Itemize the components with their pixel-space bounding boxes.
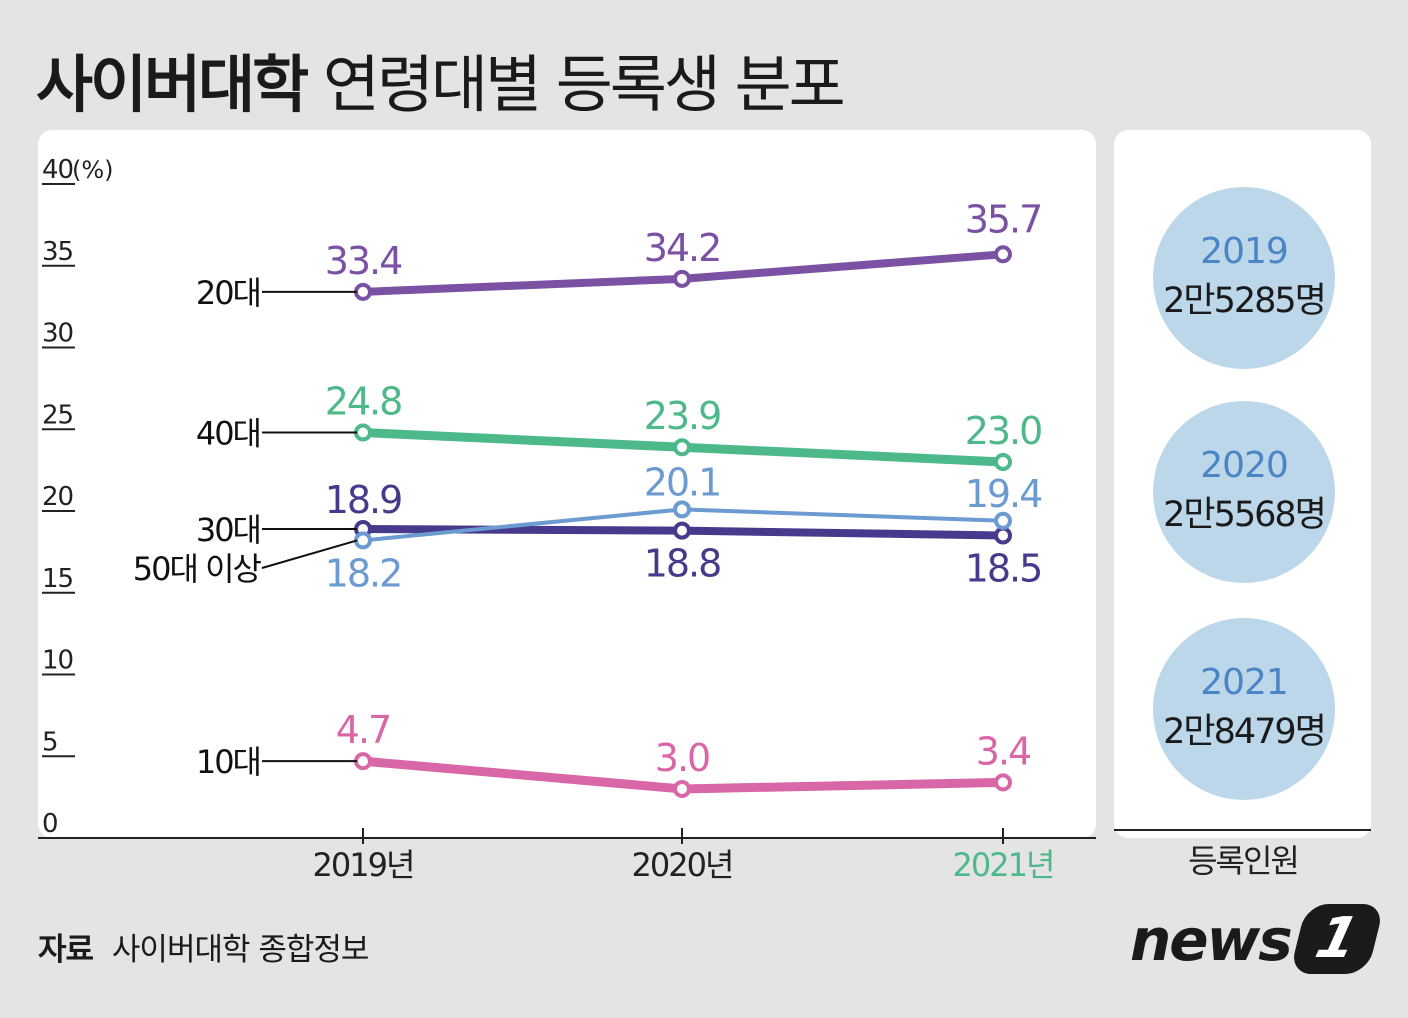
data-label: 18.5 [965,547,1042,591]
y-tick-label: 10 [42,646,73,676]
logo-mark: 1 [1289,904,1385,974]
series-name-label: 40대 [196,415,260,453]
data-point [673,269,691,288]
data-label: 23.9 [644,394,721,438]
data-point [994,526,1012,545]
bubble-count: 2만5568명 [1163,495,1327,535]
source-label: 자료 [38,932,94,968]
data-label: 20.1 [644,460,721,504]
y-axis-unit: (%) [72,156,114,184]
y-tick-label: 35 [42,237,73,267]
y-tick-label: 20 [42,482,73,512]
bubble-year: 2021 [1200,662,1289,703]
page-title: 사이버대학 연령대별 등록생 분포 [36,34,846,124]
data-label: 35.7 [965,197,1042,241]
x-tick-label: 2021년 [953,846,1054,884]
data-label: 24.8 [325,380,402,424]
series-name-label: 20대 [196,274,260,312]
data-point [354,423,372,442]
data-label: 23.0 [965,409,1042,453]
data-label: 4.7 [336,708,390,752]
legend-leader-line [261,539,358,569]
logo-word: news [1130,906,1293,974]
bubble-count: 2만5285명 [1163,281,1327,321]
bubble-year: 2019 [1200,231,1289,272]
x-tick-label: 2019년 [313,846,414,884]
data-label: 3.0 [655,736,709,780]
bubble-year: 2020 [1200,445,1289,486]
data-point [673,500,691,519]
data-label: 33.4 [325,239,402,283]
y-tick-label: 0 [42,809,58,839]
data-label: 18.9 [325,478,402,522]
enrollment-bubble-2020: 2020 2만5568명 [1153,401,1335,583]
enrollment-bubble-2021: 2021 2만8479명 [1153,618,1335,800]
series-name-label: 50대 이상 [133,550,262,588]
data-point [673,779,691,798]
bubble-count: 2만8479명 [1163,712,1327,752]
enrollment-bubble-2019: 2019 2만5285명 [1153,187,1335,369]
data-point [673,438,691,457]
y-tick-label: 25 [42,400,73,430]
data-point [354,752,372,771]
chart-panel [38,130,1096,838]
data-label: 19.4 [965,472,1042,516]
data-point [994,245,1012,264]
news1-logo: news 1 [1130,900,1385,980]
data-label: 34.2 [644,226,721,270]
y-tick-label: 40 [42,155,73,185]
source-credit: 자료 사이버대학 종합정보 [38,924,370,969]
series-name-label: 30대 [196,511,260,549]
title-normal: 연령대별 등록생 분포 [322,48,846,121]
data-point [994,773,1012,792]
title-bold: 사이버대학 [36,48,309,121]
data-label: 3.4 [976,729,1031,773]
data-label: 18.8 [644,542,721,586]
y-tick-label: 30 [42,319,73,349]
y-tick-label: 5 [42,727,58,757]
data-point [354,282,372,301]
data-label: 18.2 [325,551,402,595]
source-text: 사이버대학 종합정보 [111,932,370,968]
data-point [354,531,372,550]
data-point [994,452,1012,471]
data-point [673,521,691,540]
series-name-label: 10대 [196,743,260,781]
data-point [994,511,1012,530]
x-tick-label: 2020년 [632,846,733,884]
side-header: 등록인원 [1188,842,1298,880]
y-tick-label: 15 [42,564,73,594]
